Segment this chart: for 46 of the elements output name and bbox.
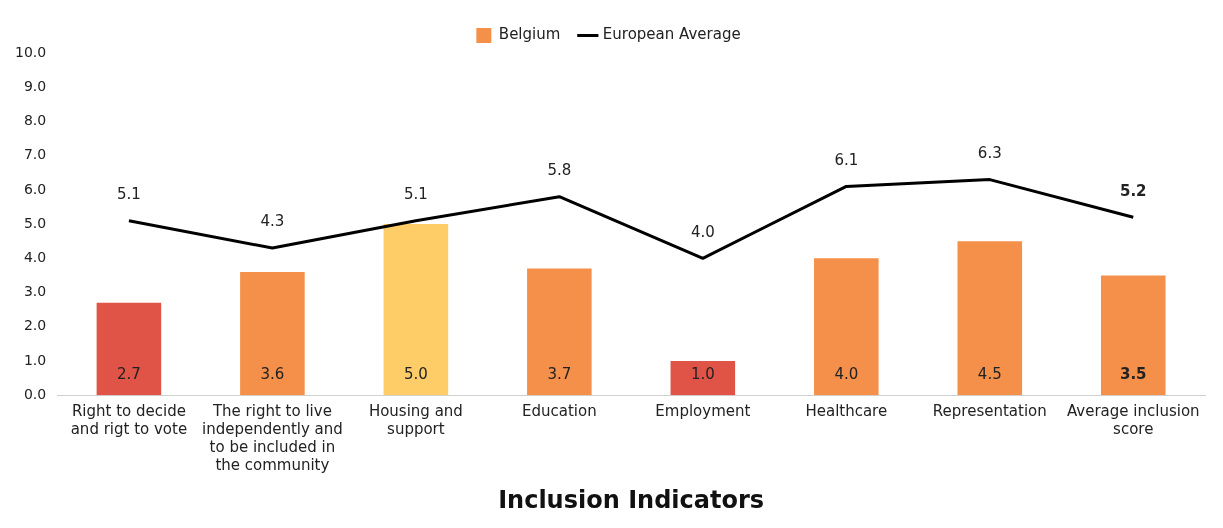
bar [670, 360, 736, 396]
data-label: 5.1 [116, 185, 141, 204]
data-label: 3.6 [260, 365, 285, 384]
y-tick-label: 4.0 [23, 248, 47, 265]
x-tick-label: Average inclusion score [1066, 402, 1200, 439]
y-tick-label: 9.0 [23, 77, 47, 94]
y-tick-label: 5.0 [23, 214, 47, 231]
data-label: 4.0 [690, 222, 715, 241]
y-tick-label: 1.0 [23, 351, 47, 368]
data-label: 6.1 [834, 150, 859, 169]
x-tick-label: Employment [655, 402, 751, 421]
data-label: 5.1 [403, 185, 428, 204]
y-tick-label: 10.0 [15, 43, 47, 60]
y-tick-label: 6.0 [23, 180, 47, 197]
legend-label: Belgium [498, 25, 561, 44]
data-label: 3.7 [547, 365, 572, 384]
data-label: 2.7 [116, 365, 141, 384]
x-tick-label: Right to decide and rigt to vote [70, 402, 188, 439]
bar [240, 272, 305, 396]
bar [814, 258, 879, 396]
x-tick-label: Healthcare [805, 402, 888, 421]
data-label: 5.0 [403, 365, 428, 384]
y-tick-label: 7.0 [23, 146, 47, 163]
y-tick-label: 0.0 [23, 385, 47, 402]
bar [957, 241, 1023, 396]
legend-label: European Average [602, 25, 741, 44]
x-tick-label: Education [522, 402, 597, 421]
y-tick-label: 2.0 [23, 317, 47, 334]
data-label: 1.0 [690, 365, 715, 384]
data-label: 6.3 [977, 144, 1002, 162]
x-tick-label: Representation [932, 402, 1047, 421]
bar [1100, 275, 1166, 396]
x-tick-label: The right to live independently and to be included in the community [201, 402, 343, 475]
y-tick-label: 3.0 [23, 283, 47, 300]
data-label: 5.2 [1119, 181, 1147, 200]
bar [527, 268, 592, 396]
data-label: 4.5 [977, 365, 1002, 384]
data-label: 4.0 [834, 365, 859, 384]
bar [96, 302, 162, 396]
data-label: 3.5 [1119, 365, 1147, 384]
x-tick-label: Housing and support [368, 402, 463, 439]
y-tick-label: 8.0 [23, 112, 47, 129]
data-label: 4.3 [260, 212, 285, 231]
data-label: 5.8 [547, 161, 572, 180]
x-axis-title: Inclusion Indicators [498, 485, 765, 514]
bar [383, 224, 449, 396]
